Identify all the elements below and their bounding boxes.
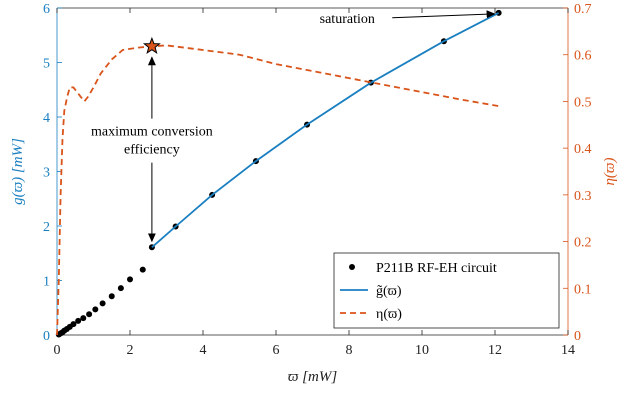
x-tick-label: 0 xyxy=(54,343,61,358)
left-y-tick-label: 6 xyxy=(43,2,50,17)
left-y-tick-label: 2 xyxy=(43,220,50,235)
left-y-tick-label: 1 xyxy=(43,275,50,290)
right-y-axis-label: η(ϖ) xyxy=(602,157,618,185)
saturation-arrow xyxy=(392,10,496,19)
data-point xyxy=(92,306,99,313)
data-point xyxy=(86,311,93,318)
efficiency-curve xyxy=(56,44,499,336)
legend-label: g̃(ϖ) xyxy=(376,284,402,299)
data-point xyxy=(495,9,502,16)
data-point xyxy=(70,321,77,328)
legend-box xyxy=(333,252,560,329)
data-point xyxy=(80,315,87,322)
left-y-axis-label: g(ϖ) [mW] xyxy=(10,138,26,205)
x-tick-label: 12 xyxy=(488,343,502,358)
x-tick-label: 14 xyxy=(561,343,575,358)
right-y-tick-label: 0.3 xyxy=(574,189,592,204)
data-point xyxy=(108,293,115,300)
max-efficiency-star xyxy=(142,36,161,54)
right-y-tick-label: 0.6 xyxy=(574,49,592,64)
data-point xyxy=(127,276,133,283)
data-point xyxy=(75,317,82,324)
x-tick-label: 4 xyxy=(200,343,207,358)
data-point xyxy=(117,285,124,292)
x-tick-label: 2 xyxy=(127,343,134,358)
data-point xyxy=(139,266,146,273)
right-y-tick-label: 0.7 xyxy=(574,2,592,17)
legend-label: P211B RF-EH circuit xyxy=(376,261,497,276)
fitted-curve xyxy=(151,12,500,248)
annotation-efficiency: efficiency xyxy=(124,143,180,158)
annotation-max-conversion: maximum conversion xyxy=(91,125,213,140)
left-y-tick-label: 0 xyxy=(43,329,50,344)
x-tick-label: 10 xyxy=(415,343,429,358)
legend-label: η(ϖ) xyxy=(376,307,402,322)
data-point xyxy=(99,300,106,307)
right-y-tick-label: 0 xyxy=(574,329,581,344)
right-y-tick-label: 0.2 xyxy=(574,236,592,251)
annotation-saturation: saturation xyxy=(320,12,375,27)
left-y-tick-label: 3 xyxy=(43,166,50,181)
right-y-tick-label: 0.4 xyxy=(574,142,592,157)
left-y-tick-label: 5 xyxy=(43,57,50,72)
x-axis-label: ϖ [mW] xyxy=(288,369,338,385)
x-tick-label: 6 xyxy=(273,343,280,358)
right-y-tick-label: 0.1 xyxy=(574,282,592,297)
legend-marker-points xyxy=(349,264,355,270)
right-y-tick-label: 0.5 xyxy=(574,95,592,110)
left-y-tick-label: 4 xyxy=(43,111,50,126)
x-tick-label: 8 xyxy=(346,343,353,358)
